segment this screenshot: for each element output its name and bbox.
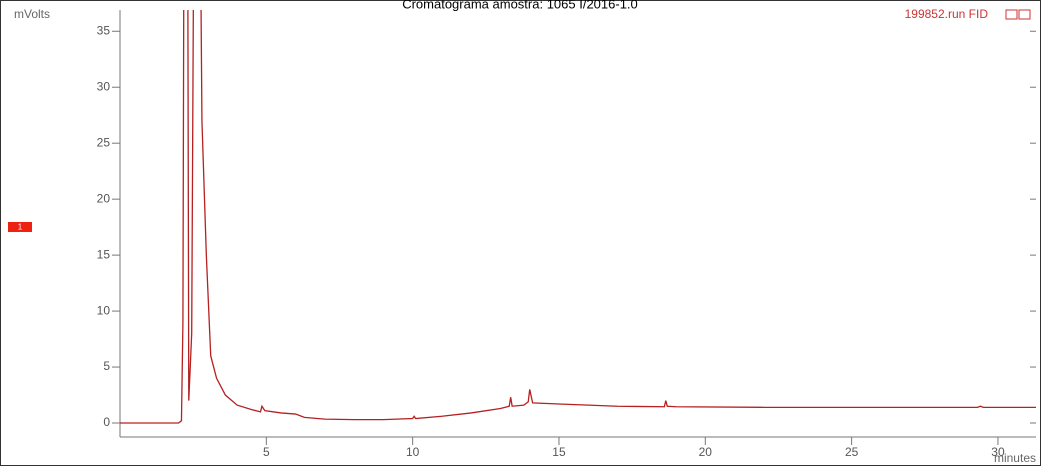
y-tick-label: 0 [103, 415, 110, 429]
peak-marker [8, 222, 32, 232]
y-tick-label: 35 [97, 23, 111, 37]
x-tick-label: 30 [991, 445, 1005, 459]
x-axis-label: minutes [994, 451, 1036, 465]
x-tick-label: 10 [406, 445, 420, 459]
x-tick-label: 20 [699, 445, 713, 459]
y-tick-label: 30 [97, 79, 111, 93]
x-tick-label: 5 [263, 445, 270, 459]
x-tick-label: 15 [552, 445, 566, 459]
plot-area: 0 5 10 15 20 25 30 35 5 10 15 20 25 30 [97, 10, 1036, 459]
window-button[interactable] [1018, 9, 1031, 20]
y-tick-label: 25 [97, 135, 111, 149]
trace-line [120, 10, 1036, 424]
y-axis-label: mVolts [14, 7, 50, 21]
y-tick-label: 20 [97, 191, 111, 205]
window-button[interactable] [1005, 9, 1018, 20]
y-tick-label: 10 [97, 303, 111, 317]
y-tick-label: 5 [103, 359, 110, 373]
peak-marker-label: 1 [18, 223, 23, 232]
y-tick-label: 15 [97, 247, 111, 261]
x-tick-label: 25 [845, 445, 859, 459]
legend-entry[interactable]: 199852.run FID [905, 7, 989, 21]
chart-title: Cromatograma amostra: 1065 I/2016-1.0 [402, 0, 638, 11]
